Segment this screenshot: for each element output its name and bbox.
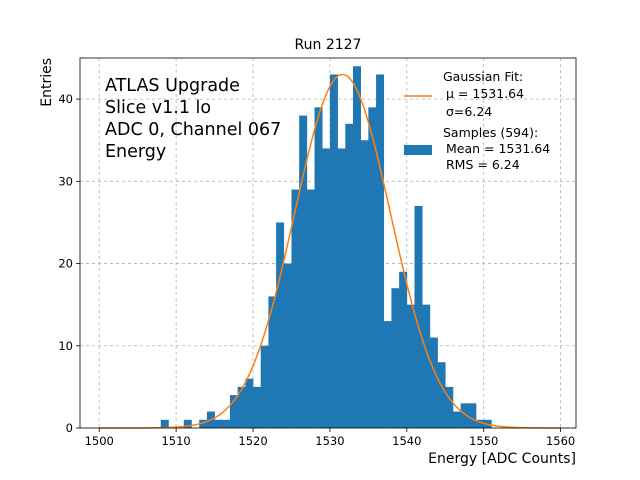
histogram-bar [368, 107, 377, 428]
histogram-bar [399, 271, 408, 428]
y-tick-label: 0 [66, 421, 73, 435]
x-axis-ticks: 1500 1510 1520 1530 1540 1550 1560 [85, 428, 575, 448]
histogram-bar [299, 115, 308, 429]
x-tick-label: 1550 [469, 434, 498, 448]
y-tick-label: 20 [58, 257, 73, 271]
histogram-bar [276, 222, 285, 428]
annotation-line-2: Slice v1.1 lo [105, 98, 211, 118]
legend-fit-mu: μ = 1531.64 [446, 86, 524, 101]
histogram-bar [345, 123, 354, 429]
x-tick-label: 1560 [546, 434, 575, 448]
histogram-bar [468, 403, 477, 428]
histogram-bar [337, 148, 346, 428]
histogram-bar [222, 419, 231, 428]
histogram-bar [160, 419, 169, 428]
histogram-bar [245, 378, 254, 428]
histogram-bar [291, 189, 300, 428]
annotation-line-4: Energy [105, 142, 166, 162]
histogram-bar [260, 345, 269, 428]
legend-hist-rms: RMS = 6.24 [446, 157, 520, 172]
histogram-bar [214, 419, 223, 428]
histogram-bar [229, 395, 238, 428]
info-annotation: ATLAS Upgrade Slice v1.1 lo ADC 0, Chann… [105, 76, 281, 162]
chart-title: Run 2127 [295, 37, 362, 53]
histogram-bar [476, 419, 485, 428]
gaussian-fit-curve [99, 73, 561, 429]
histogram-bar [460, 403, 469, 428]
histogram-bar [237, 386, 246, 428]
y-tick-label: 10 [58, 339, 73, 353]
y-axis-label: Entries [39, 58, 55, 107]
histogram-bar [306, 189, 315, 428]
histogram-bar [437, 362, 446, 428]
x-tick-label: 1530 [315, 434, 344, 448]
histogram-bar [452, 411, 461, 428]
histogram-bar [329, 74, 338, 428]
x-axis-label: Energy [ADC Counts] [428, 451, 576, 467]
histogram-bar [360, 140, 369, 428]
histogram-bar [314, 107, 323, 428]
annotation-line-3: ADC 0, Channel 067 [105, 120, 281, 140]
histogram-bar [406, 304, 415, 428]
histogram-bar [383, 321, 392, 428]
histogram-bar [199, 419, 208, 428]
histogram-bar [422, 304, 431, 428]
plot-frame [79, 57, 577, 429]
legend-fit-sigma: σ=6.24 [446, 104, 492, 119]
histogram-bar [253, 386, 262, 428]
x-tick-label: 1520 [238, 434, 267, 448]
histogram-bar [445, 386, 454, 428]
legend-hist-title: Samples (594): [443, 125, 538, 140]
histogram-bar [376, 74, 385, 428]
legend-hist-swatch [404, 145, 432, 155]
histogram-bar [391, 288, 400, 428]
legend-fit-title: Gaussian Fit: [443, 69, 523, 84]
legend: Gaussian Fit: μ = 1531.64 σ=6.24 Samples… [404, 69, 550, 172]
histogram-bar [283, 263, 292, 428]
legend-hist-mean: Mean = 1531.64 [446, 141, 550, 156]
x-tick-label: 1500 [85, 434, 114, 448]
histogram-bar [268, 296, 277, 428]
histogram-bar [322, 148, 331, 428]
histogram-bar [352, 66, 361, 428]
y-tick-label: 40 [58, 92, 73, 106]
y-axis-ticks: 0 10 20 30 40 [58, 92, 80, 435]
histogram-bars [160, 66, 492, 429]
annotation-line-1: ATLAS Upgrade [105, 76, 240, 96]
histogram-bar [183, 419, 192, 428]
histogram-bar [414, 206, 423, 428]
y-tick-label: 30 [58, 174, 73, 188]
x-tick-label: 1540 [392, 434, 421, 448]
x-tick-label: 1510 [161, 434, 190, 448]
histogram-bar [429, 337, 438, 428]
